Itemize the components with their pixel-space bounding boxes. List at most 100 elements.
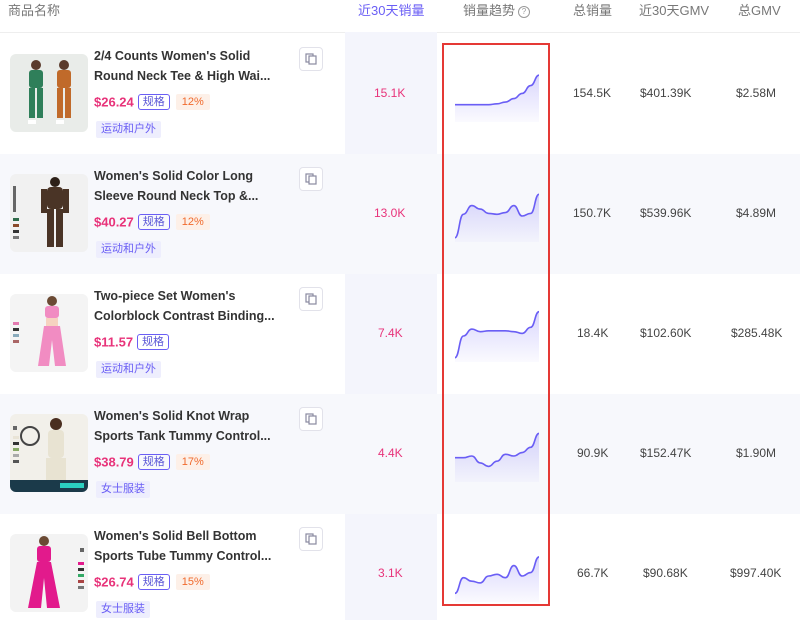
sparkline-line (454, 310, 540, 359)
sparkline-area (455, 194, 539, 242)
sales-30d-value: 7.4K (378, 326, 403, 340)
product-table: 商品名称 近30天销量 销量趋势? 总销量 近30天GMV 总GMV 2/4 C… (0, 0, 800, 620)
sales-30d-value: 3.1K (378, 566, 403, 580)
sales-trend-sparkline (455, 74, 540, 122)
help-icon[interactable]: ? (518, 6, 531, 18)
sales-30d-value: 13.0K (374, 206, 406, 220)
product-image[interactable] (10, 414, 88, 492)
total-sales-value: 150.7K (573, 206, 612, 220)
total-gmv-value: $1.90M (736, 446, 777, 460)
product-image[interactable] (10, 534, 88, 612)
table-row[interactable]: 2/4 Counts Women's Solid Round Neck Tee … (0, 34, 800, 154)
discount-badge: 12% (175, 93, 210, 110)
header-sales-trend-label: 销量趋势 (463, 3, 516, 18)
product-title-line-1: Two-piece Set Women's (94, 289, 236, 303)
spec-tag[interactable]: 规格 (137, 453, 170, 470)
spec-tag[interactable]: 规格 (137, 333, 170, 350)
table-row[interactable]: Women's Solid Color Long Sleeve Round Ne… (0, 154, 800, 274)
product-title-line-1: Women's Solid Bell Bottom (94, 529, 257, 543)
copy-icon (305, 413, 317, 425)
sparkline-line (454, 193, 540, 239)
sales-trend-sparkline (454, 310, 540, 362)
table-row[interactable]: Women's Solid Knot Wrap Sports Tank Tumm… (0, 394, 800, 514)
product-title-line-1: Women's Solid Knot Wrap (94, 409, 250, 423)
sparkline-area (455, 75, 539, 122)
product-title-line-2: Sports Tank Tummy Control... (94, 429, 271, 443)
category-tag[interactable]: 运动和户外 (96, 241, 161, 258)
category-tag[interactable]: 女士服装 (96, 601, 150, 618)
discount-badge: 15% (175, 573, 210, 590)
total-sales-value: 154.5K (573, 86, 612, 100)
product-title-line-2: Round Neck Tee & High Wai... (94, 69, 271, 83)
category-tag[interactable]: 女士服装 (96, 481, 150, 498)
product-image[interactable] (10, 174, 88, 252)
gmv-30d-value: $90.68K (643, 566, 688, 580)
copy-icon (305, 173, 317, 185)
price-line: $11.57 规格 (94, 333, 170, 351)
sales-trend-sparkline (454, 556, 540, 602)
total-gmv-value: $2.58M (736, 86, 777, 100)
copy-icon (305, 53, 317, 65)
table-row[interactable]: Two-piece Set Women's Colorblock Contras… (0, 274, 800, 394)
total-gmv-value: $997.40K (730, 566, 782, 580)
spec-tag[interactable]: 规格 (137, 93, 170, 110)
sparkline-line (455, 74, 540, 106)
spec-tag[interactable]: 规格 (137, 213, 170, 230)
total-gmv-value: $285.48K (731, 326, 783, 340)
category-tag[interactable]: 运动和户外 (96, 361, 161, 378)
product-image[interactable] (10, 54, 88, 132)
product-price: $11.57 (94, 334, 134, 350)
product-title[interactable]: Women's Solid Color Long Sleeve Round Ne… (94, 166, 284, 206)
product-price: $38.79 (94, 454, 134, 470)
gmv-30d-value: $152.47K (640, 446, 692, 460)
sparkline-line (454, 556, 540, 595)
total-sales-value: 66.7K (577, 566, 609, 580)
sparkline-area (455, 311, 539, 362)
header-total-gmv[interactable]: 总GMV (738, 3, 781, 18)
discount-badge: 17% (175, 453, 210, 470)
sparkline-area (455, 433, 539, 482)
header-product-name[interactable]: 商品名称 (8, 3, 61, 18)
header-total-sales[interactable]: 总销量 (573, 3, 613, 18)
product-title-line-2: Sleeve Round Neck Top &... (94, 189, 259, 203)
product-title-line-2: Colorblock Contrast Binding... (94, 309, 275, 323)
price-line: $38.79 规格 17% (94, 453, 210, 471)
sparkline-line (454, 432, 540, 468)
price-line: $40.27 规格 12% (94, 213, 210, 231)
copy-button[interactable] (299, 167, 323, 191)
gmv-30d-value: $539.96K (640, 206, 692, 220)
copy-button[interactable] (299, 287, 323, 311)
header-sales-30d[interactable]: 近30天销量 (358, 3, 425, 18)
product-title-line-2: Sports Tube Tummy Control... (94, 549, 272, 563)
sales-30d-value: 15.1K (374, 86, 406, 100)
product-title[interactable]: 2/4 Counts Women's Solid Round Neck Tee … (94, 46, 284, 86)
price-line: $26.74 规格 15% (94, 573, 210, 591)
sales-trend-sparkline (454, 193, 540, 242)
category-tag[interactable]: 运动和户外 (96, 121, 161, 138)
copy-button[interactable] (299, 407, 323, 431)
copy-button[interactable] (299, 47, 323, 71)
header-sales-trend[interactable]: 销量趋势? (463, 0, 531, 22)
sparkline-area (455, 556, 539, 602)
product-title[interactable]: Women's Solid Knot Wrap Sports Tank Tumm… (94, 406, 284, 446)
table-row[interactable]: Women's Solid Bell Bottom Sports Tube Tu… (0, 514, 800, 634)
total-sales-value: 90.9K (577, 446, 609, 460)
gmv-30d-value: $401.39K (640, 86, 692, 100)
copy-button[interactable] (299, 527, 323, 551)
product-price: $26.74 (94, 574, 134, 590)
price-line: $26.24 规格 12% (94, 93, 210, 111)
table-header: 商品名称 近30天销量 销量趋势? 总销量 近30天GMV 总GMV (0, 0, 800, 33)
product-image[interactable] (10, 294, 88, 372)
product-price: $40.27 (94, 214, 134, 230)
product-title[interactable]: Two-piece Set Women's Colorblock Contras… (94, 286, 284, 326)
product-title[interactable]: Women's Solid Bell Bottom Sports Tube Tu… (94, 526, 284, 566)
spec-tag[interactable]: 规格 (137, 573, 170, 590)
header-gmv-30d[interactable]: 近30天GMV (639, 3, 710, 18)
product-price: $26.24 (94, 94, 134, 110)
discount-badge: 12% (175, 213, 210, 230)
total-sales-value: 18.4K (577, 326, 609, 340)
sales-30d-value: 4.4K (378, 446, 403, 460)
copy-icon (305, 533, 317, 545)
total-gmv-value: $4.89M (736, 206, 777, 220)
gmv-30d-value: $102.60K (640, 326, 692, 340)
